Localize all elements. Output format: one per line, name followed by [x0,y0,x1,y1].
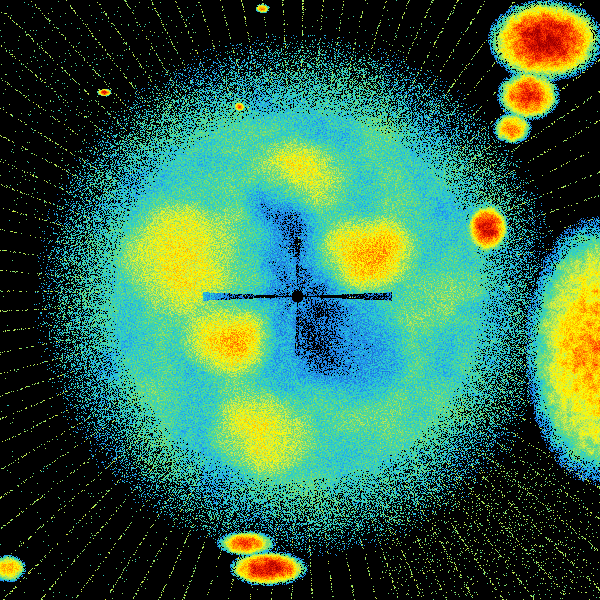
radar-image-panel [0,0,600,600]
radar-reflectivity-canvas [0,0,600,600]
